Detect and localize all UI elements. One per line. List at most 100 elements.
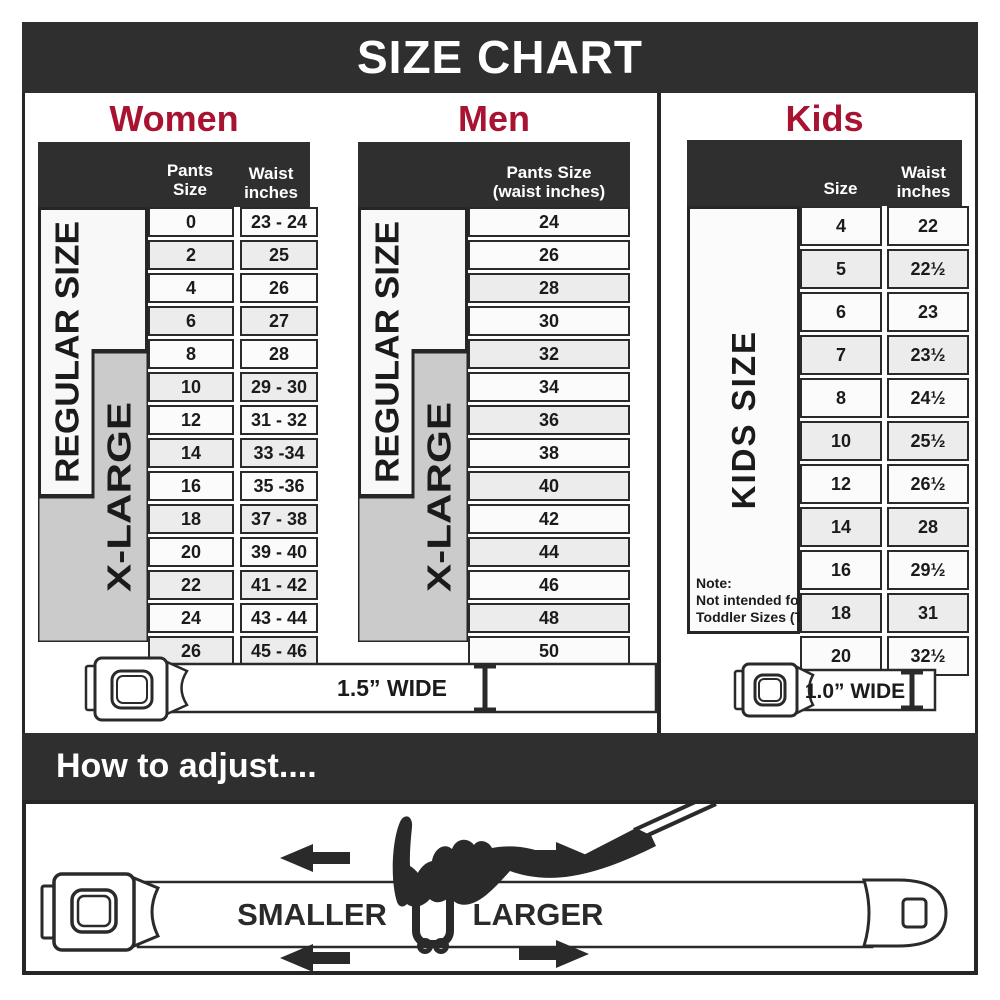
adjust-belt-illustration: SMALLER LARGER: [40, 804, 948, 971]
women-section-title: Women: [109, 98, 239, 139]
table-row: 28: [468, 273, 630, 303]
kids-table-header: Size Waist inches: [687, 140, 962, 206]
women-pants-size-cell: 4: [148, 273, 234, 303]
men-regular-region: [358, 207, 468, 497]
men-size-range-labels: REGULAR SIZE X-LARGE: [358, 207, 468, 642]
table-row: 14 33 -34: [148, 438, 318, 468]
table-row: 24: [468, 207, 630, 237]
table-row: 0 23 - 24: [148, 207, 318, 237]
table-row: 30: [468, 306, 630, 336]
adult-belt-strap: [163, 662, 658, 714]
women-waist-cell: 31 - 32: [240, 405, 318, 435]
kids-waist-cell: 31: [887, 593, 969, 633]
women-table-rows: 0 23 - 24 2 25 4 26 6 27 8 28 10 29 - 30 12 31 - 32 14…: [148, 207, 318, 699]
how-to-adjust-title: How to adjust....: [22, 733, 978, 800]
men-pants-size-cell: 38: [468, 438, 630, 468]
arrow-right-icon: [519, 940, 589, 968]
men-pants-size-cell: 48: [468, 603, 630, 633]
women-pants-size-cell: 14: [148, 438, 234, 468]
women-size-range-labels: REGULAR SIZE X-LARGE: [38, 207, 148, 642]
men-xlarge-label: X-LARGE: [421, 402, 458, 592]
kids-waist-cell: 23½: [887, 335, 969, 375]
table-row: 20 39 - 40: [148, 537, 318, 567]
table-row: 34: [468, 372, 630, 402]
kids-waist-cell: 24½: [887, 378, 969, 418]
kids-size-cell: 10: [800, 421, 882, 461]
table-row: 7 23½: [800, 335, 969, 375]
men-pants-size-cell: 26: [468, 240, 630, 270]
kids-size-region: KIDS SIZE Note: Not intended for Toddler…: [687, 206, 808, 634]
table-row: 4 22: [800, 206, 969, 246]
women-pants-size-cell: 12: [148, 405, 234, 435]
page-title: SIZE CHART: [22, 22, 978, 93]
women-waist-cell: 37 - 38: [240, 504, 318, 534]
table-row: 40: [468, 471, 630, 501]
women-waist-cell: 33 -34: [240, 438, 318, 468]
table-row: 16 29½: [800, 550, 969, 590]
men-pants-size-cell: 40: [468, 471, 630, 501]
women-xlarge-label: X-LARGE: [101, 402, 138, 592]
women-waist-cell: 41 - 42: [240, 570, 318, 600]
kids-size-cell: 18: [800, 593, 882, 633]
panel-divider: [657, 93, 661, 733]
men-pants-size-cell: 42: [468, 504, 630, 534]
women-waist-cell: 43 - 44: [240, 603, 318, 633]
table-row: 26: [468, 240, 630, 270]
adult-belt-width-marker: [474, 663, 496, 713]
kids-size-cell: 6: [800, 292, 882, 332]
men-pants-size-cell: 28: [468, 273, 630, 303]
kids-size-cell: 5: [800, 249, 882, 289]
men-table-header: Pants Size (waist inches): [358, 142, 630, 207]
kids-waist-cell: 22: [887, 206, 969, 246]
kids-waist-cell: 23: [887, 292, 969, 332]
women-waist-cell: 23 - 24: [240, 207, 318, 237]
men-pants-size-cell: 24: [468, 207, 630, 237]
table-row: 12 31 - 32: [148, 405, 318, 435]
how-to-adjust-panel: SMALLER LARGER: [22, 800, 978, 975]
women-pants-size-cell: 10: [148, 372, 234, 402]
women-waist-cell: 27: [240, 306, 318, 336]
table-row: 48: [468, 603, 630, 633]
women-pants-size-cell: 8: [148, 339, 234, 369]
arrow-left-icon: [280, 944, 350, 971]
men-regular-label: REGULAR SIZE: [369, 221, 406, 483]
men-pants-size-cell: 46: [468, 570, 630, 600]
table-row: 6 23: [800, 292, 969, 332]
men-pants-size-cell: 44: [468, 537, 630, 567]
women-waist-cell: 29 - 30: [240, 372, 318, 402]
kids-waist-cell: 28: [887, 507, 969, 547]
kids-belt-width-label: 1.0” WIDE: [805, 680, 905, 703]
women-pants-size-cell: 18: [148, 504, 234, 534]
men-section-title: Men: [458, 98, 530, 139]
table-row: 6 27: [148, 306, 318, 336]
kids-belt-illustration: 1.0” WIDE: [733, 662, 937, 718]
hand-icon: [392, 816, 656, 907]
kids-waist-cell: 22½: [887, 249, 969, 289]
table-row: 14 28: [800, 507, 969, 547]
table-row: 46: [468, 570, 630, 600]
kids-size-cell: 16: [800, 550, 882, 590]
table-row: 4 26: [148, 273, 318, 303]
women-waist-cell: 39 - 40: [240, 537, 318, 567]
women-pants-size-cell: 2: [148, 240, 234, 270]
kids-note: Note: Not intended for Toddler Sizes (T): [696, 575, 808, 625]
table-row: 12 26½: [800, 464, 969, 504]
women-waist-cell: 25: [240, 240, 318, 270]
women-pants-size-cell: 6: [148, 306, 234, 336]
table-row: 32: [468, 339, 630, 369]
kids-size-label: KIDS SIZE: [724, 330, 762, 510]
women-regular-region: [38, 207, 148, 497]
kids-size-cell: 8: [800, 378, 882, 418]
men-pants-size-cell: 34: [468, 372, 630, 402]
kids-section-title: Kids: [785, 98, 864, 139]
kids-belt-width-marker: [901, 669, 923, 711]
table-row: 8 28: [148, 339, 318, 369]
kids-waist-cell: 29½: [887, 550, 969, 590]
table-row: 5 22½: [800, 249, 969, 289]
kids-size-cell: 14: [800, 507, 882, 547]
table-row: 44: [468, 537, 630, 567]
kids-size-cell: 4: [800, 206, 882, 246]
table-row: 18 37 - 38: [148, 504, 318, 534]
table-row: 10 29 - 30: [148, 372, 318, 402]
